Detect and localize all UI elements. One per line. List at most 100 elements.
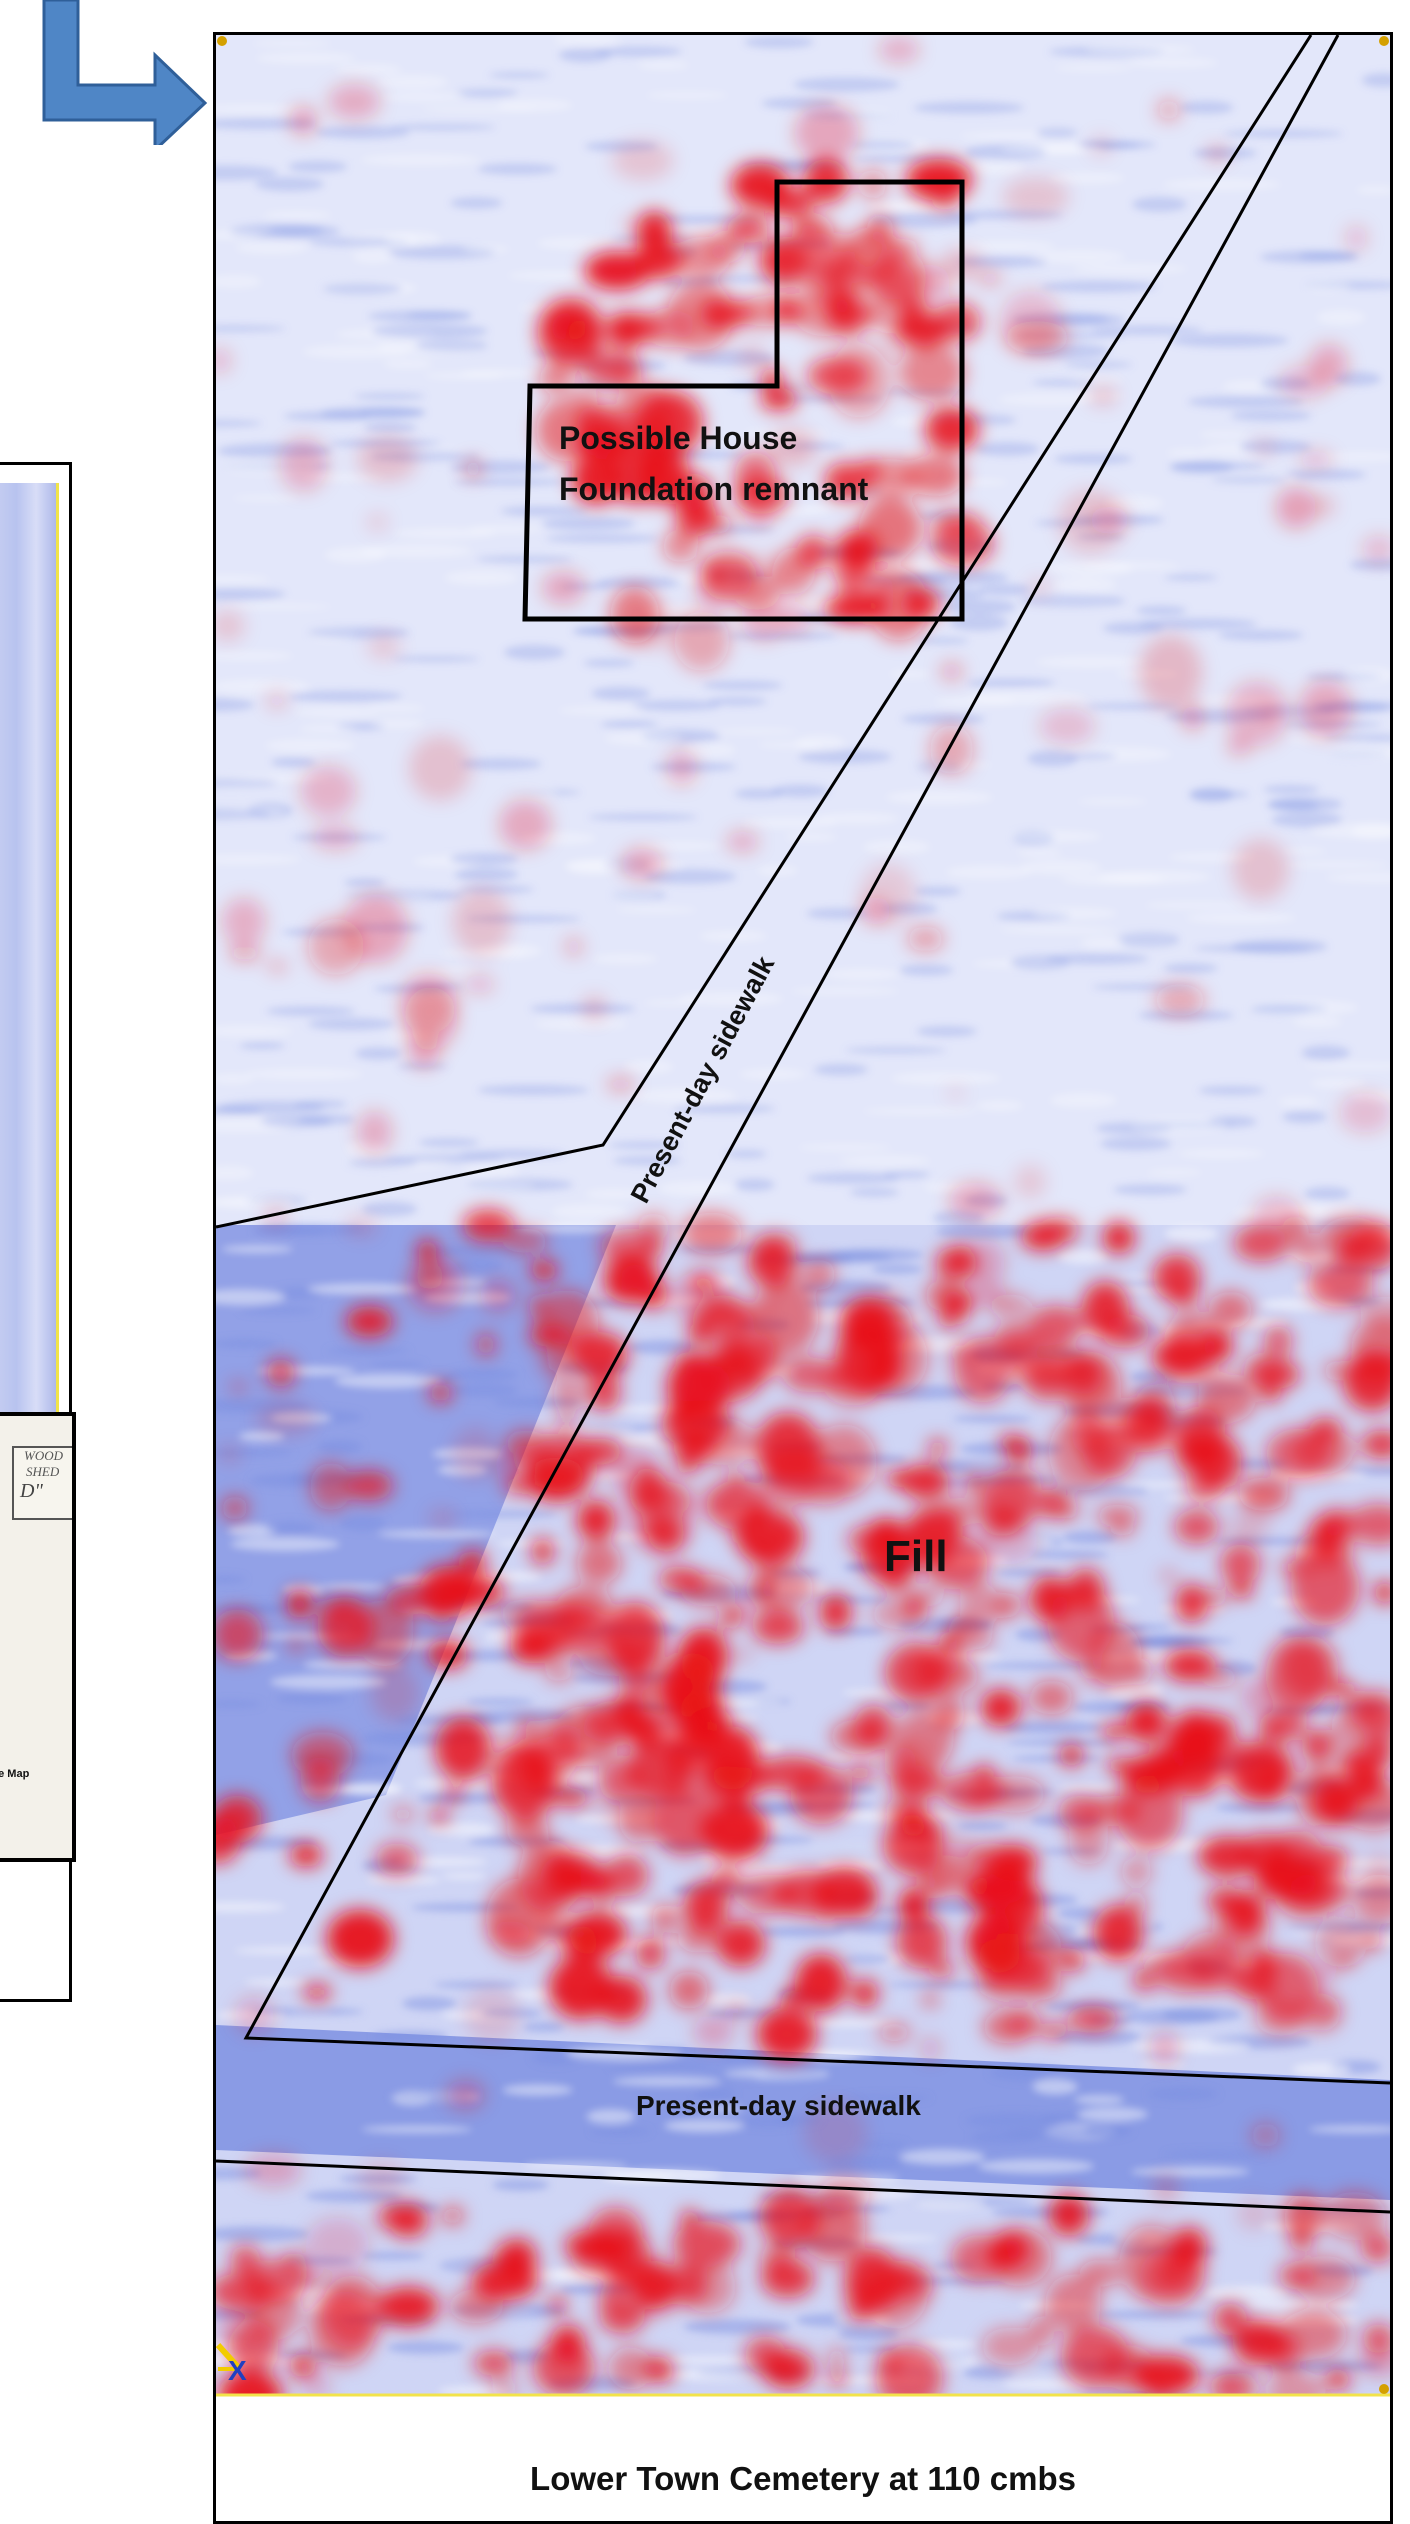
gpr-anomaly [328, 83, 381, 120]
gpr-anomaly [1255, 1999, 1308, 2037]
gpr-anomaly [1298, 450, 1334, 470]
gpr-anomaly [1120, 1857, 1153, 1886]
gpr-anomaly [1232, 1966, 1276, 2000]
gpr-anomaly [309, 2290, 376, 2367]
gpr-texture-streak [1132, 2039, 1250, 2054]
gpr-anomaly [1333, 1237, 1364, 1265]
gpr-anomaly [907, 926, 944, 952]
gpr-anomaly [222, 897, 266, 946]
gpr-texture-streak [793, 77, 900, 92]
gpr-anomaly [677, 1455, 698, 1474]
gpr-texture-streak [811, 1843, 908, 1857]
gpr-anomaly [1125, 1658, 1152, 1686]
gpr-anomaly [566, 1911, 628, 1958]
gpr-anomaly [528, 1324, 571, 1347]
gpr-high-amplitude-anomalies [216, 36, 1390, 2395]
gpr-anomaly [860, 863, 916, 926]
gpr-anomaly [1173, 1425, 1228, 1478]
gpr-anomaly [216, 1795, 262, 1843]
gpr-texture-streak [672, 1104, 776, 1113]
gpr-texture-streak [466, 1698, 534, 1706]
gpr-anomaly [654, 1788, 716, 1856]
gpr-texture-streak [254, 1228, 324, 1235]
gpr-anomaly [851, 2275, 907, 2309]
gpr-texture-streak [1020, 860, 1102, 875]
gpr-texture-streak [704, 1992, 752, 2006]
gpr-anomaly [632, 2260, 677, 2310]
gpr-anomaly [666, 1733, 706, 1772]
gpr-texture-streak [1040, 280, 1157, 293]
gpr-anomaly [1322, 2191, 1387, 2241]
gpr-texture-streak [216, 698, 255, 712]
gpr-texture-streak [554, 35, 620, 47]
gpr-texture-streak [1163, 963, 1218, 973]
gpr-texture-streak [1168, 462, 1266, 471]
gpr-texture-streak [798, 749, 892, 764]
gpr-texture-streak [265, 1521, 316, 1536]
gpr-texture-streak [597, 576, 682, 589]
gpr-anomaly [1308, 1261, 1373, 1308]
gpr-texture-streak [1077, 798, 1149, 805]
gpr-texture-streak [1355, 185, 1390, 195]
gpr-anomaly [377, 2286, 439, 2327]
gpr-texture-streak [1003, 2379, 1087, 2390]
gpr-texture-streak [298, 1114, 355, 1125]
gpr-texture-streak [545, 534, 659, 543]
gpr-anomaly [462, 1209, 514, 1242]
gpr-anomaly [550, 2324, 586, 2364]
gpr-texture-streak [797, 1143, 892, 1151]
gpr-anomaly [1214, 1727, 1232, 1742]
gpr-anomaly [1089, 506, 1130, 535]
gpr-anomaly [920, 2036, 941, 2061]
gpr-texture-streak [975, 441, 1040, 456]
gpr-texture-streak [275, 1693, 348, 1705]
gpr-anomaly [428, 1383, 453, 1403]
gpr-anomaly [636, 390, 703, 456]
gpr-anomaly [497, 2238, 538, 2281]
gpr-texture-streak [265, 738, 356, 753]
gpr-texture-streak [352, 250, 394, 264]
gpr-anomaly [866, 214, 894, 245]
gpr-anomaly [756, 2007, 817, 2061]
gpr-anomaly [1282, 1215, 1308, 1242]
gpr-texture-streak [887, 1981, 1001, 1988]
gpr-anomaly [903, 1596, 926, 1617]
gpr-anomaly [280, 2252, 308, 2274]
gpr-texture-streak [1308, 2125, 1390, 2134]
gpr-texture-streak [1058, 1907, 1102, 1920]
gpr-texture-streak [389, 123, 496, 131]
gpr-anomaly [1206, 146, 1228, 162]
gpr-anomaly [620, 218, 638, 230]
gpr-texture-streak [1317, 451, 1390, 462]
gpr-texture-streak [794, 2050, 877, 2059]
gpr-texture-streak [217, 1100, 325, 1115]
gpr-anomaly [767, 429, 817, 467]
gpr-texture-streak [216, 230, 262, 240]
gpr-texture-streak [1136, 605, 1187, 616]
gpr-anomaly [1323, 1360, 1349, 1381]
house-label-line1: Possible House [559, 420, 798, 456]
gpr-texture-streak [504, 644, 565, 660]
gpr-texture-streak [1230, 410, 1312, 422]
gpr-texture-streak [216, 1289, 286, 1305]
gpr-texture-streak [216, 778, 278, 788]
gpr-anomaly [375, 1843, 419, 1876]
gpr-texture-streak [1204, 2285, 1289, 2301]
gpr-texture-streak [1267, 797, 1343, 812]
gpr-texture-streak [1107, 1682, 1164, 1699]
gpr-anomaly [1155, 983, 1205, 1017]
gpr-anomaly [737, 342, 767, 371]
axis-marker-icon: X [216, 2342, 247, 2386]
gpr-anomaly [621, 848, 663, 880]
gpr-texture-streak [1198, 430, 1249, 439]
gpr-anomaly [1353, 1873, 1390, 1925]
gpr-texture-streak [216, 1901, 286, 1913]
sidewalk-bottom-label: Present-day sidewalk [636, 2090, 921, 2121]
gpr-texture-streak [1292, 1016, 1343, 1028]
gpr-texture-streak [366, 1875, 441, 1885]
gpr-texture-streak [1047, 560, 1133, 577]
gpr-anomaly [1317, 1998, 1339, 2022]
gpr-texture-streak [453, 478, 566, 486]
gpr-texture-streak [454, 1258, 503, 1273]
gpr-anomaly [669, 1971, 709, 2010]
